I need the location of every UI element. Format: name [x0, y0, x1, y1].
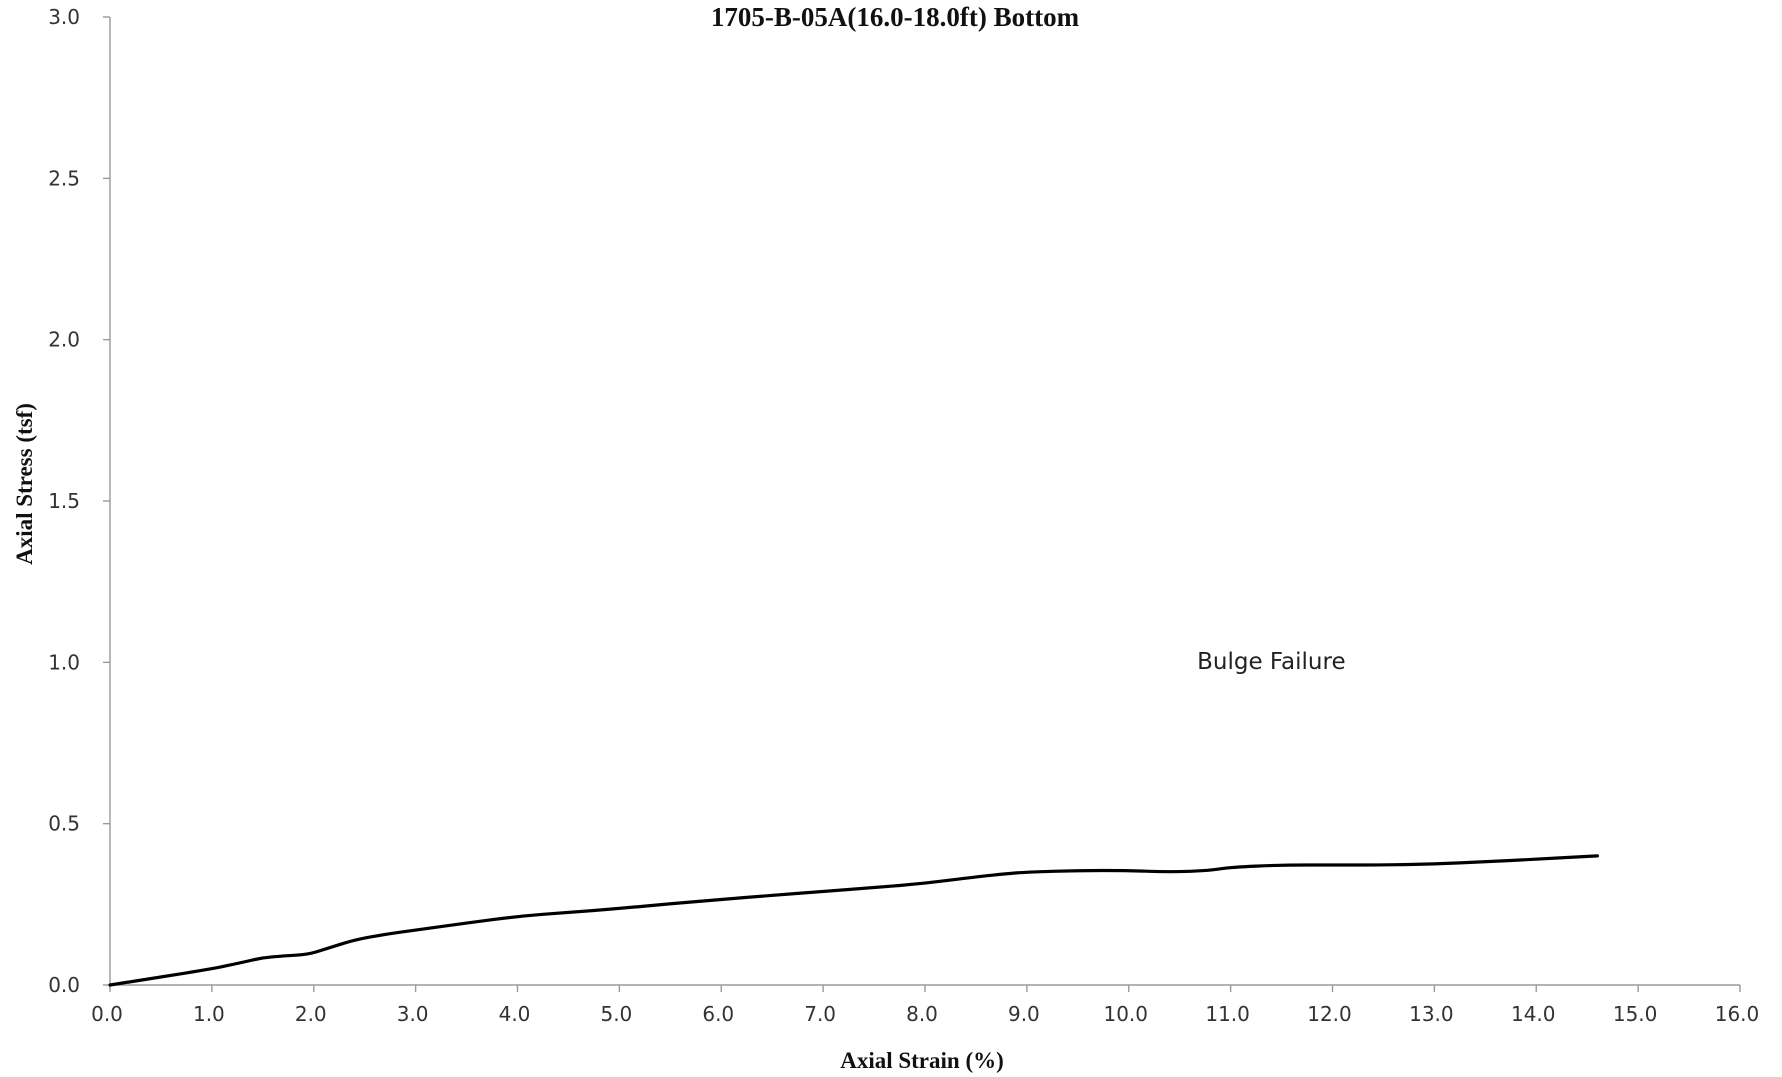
x-axis-label: Axial Strain (%) — [840, 1048, 1004, 1073]
chart-title: 1705-B-05A(16.0-18.0ft) Bottom — [711, 2, 1080, 32]
x-tick-label: 0.0 — [91, 1002, 123, 1026]
series-line — [108, 854, 1599, 987]
x-tick-label: 13.0 — [1409, 1002, 1454, 1026]
x-tick-label: 16.0 — [1715, 1002, 1760, 1026]
x-tick-label: 11.0 — [1205, 1002, 1250, 1026]
x-tick-label: 1.0 — [193, 1002, 225, 1026]
x-tick-label: 10.0 — [1103, 1002, 1148, 1026]
x-tick-label: 9.0 — [1008, 1002, 1040, 1026]
x-tick-label: 6.0 — [702, 1002, 734, 1026]
y-tick-label: 0.5 — [48, 812, 80, 836]
x-axis: 0.0 1.0 2.0 3.0 4.0 5.0 6.0 7.0 8.0 9.0 10.0 11.0 12… — [91, 984, 1760, 1026]
y-axis: 0.0 0.5 1.0 1.5 2.0 2.5 3.0 — [48, 5, 111, 997]
x-tick-label: 4.0 — [499, 1002, 531, 1026]
plot-area: Bulge Failure — [108, 649, 1599, 987]
y-tick-label: 2.5 — [48, 166, 80, 190]
x-tick-label: 12.0 — [1307, 1002, 1352, 1026]
annotation-bulge-failure: Bulge Failure — [1197, 649, 1345, 675]
x-tick-label: 3.0 — [397, 1002, 429, 1026]
y-tick-label: 1.5 — [48, 489, 80, 513]
y-tick-label: 1.0 — [48, 650, 80, 674]
x-tick-label: 15.0 — [1613, 1002, 1658, 1026]
y-axis-label: Axial Stress (tsf) — [12, 403, 37, 565]
x-tick-label: 8.0 — [906, 1002, 938, 1026]
x-tick-label: 2.0 — [295, 1002, 327, 1026]
y-tick-label: 3.0 — [48, 5, 80, 29]
y-tick-label: 2.0 — [48, 328, 80, 352]
y-tick-label: 0.0 — [48, 973, 80, 997]
x-tick-label: 7.0 — [804, 1002, 836, 1026]
x-tick-label: 5.0 — [600, 1002, 632, 1026]
x-tick-label: 14.0 — [1511, 1002, 1556, 1026]
